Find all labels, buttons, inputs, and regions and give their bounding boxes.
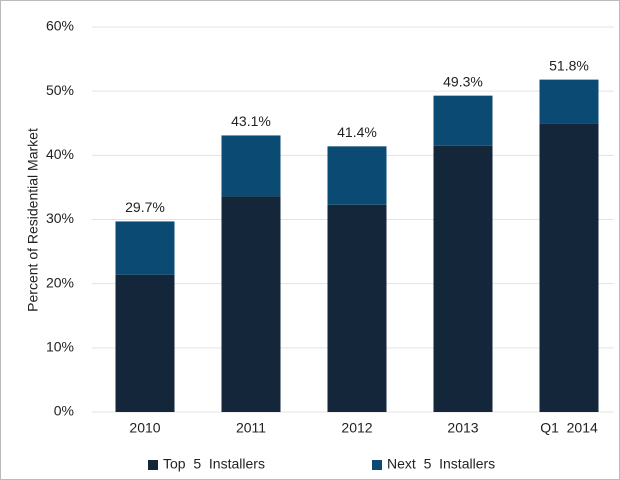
y-tick-label: 60% — [46, 18, 74, 34]
y-tick-label: 50% — [46, 82, 74, 98]
legend-swatch — [372, 460, 382, 470]
legend-swatch — [148, 460, 158, 470]
total-label: 41.4% — [337, 124, 377, 140]
legend-label: Next 5 Installers — [387, 456, 495, 472]
bar-segment — [327, 204, 387, 412]
bar-segment — [433, 95, 493, 146]
bar-segment — [327, 146, 387, 205]
bar-segment — [539, 123, 599, 412]
y-tick-label: 30% — [46, 210, 74, 226]
y-tick-label: 20% — [46, 274, 74, 290]
legend-label: Top 5 Installers — [163, 456, 265, 472]
y-tick-label: 0% — [54, 403, 74, 419]
y-tick-label: 40% — [46, 146, 74, 162]
x-tick-label: 2013 — [447, 420, 478, 436]
y-axis-label: Percent of Residential Market — [25, 128, 41, 312]
bar-segment — [221, 135, 281, 197]
bar-segment — [221, 196, 281, 412]
x-tick-label: 2011 — [236, 420, 266, 436]
x-tick-label: Q1 2014 — [540, 420, 598, 436]
total-label: 49.3% — [443, 73, 483, 89]
bar-segment — [539, 79, 599, 124]
total-label: 51.8% — [549, 57, 589, 73]
total-label: 29.7% — [125, 199, 165, 215]
total-label: 43.1% — [231, 113, 271, 129]
x-tick-label: 2010 — [129, 420, 160, 436]
bar-segment — [433, 145, 493, 413]
bar-segment — [115, 221, 175, 275]
x-tick-label: 2012 — [341, 420, 372, 436]
bar-segment — [115, 274, 175, 412]
y-tick-label: 10% — [46, 339, 74, 355]
